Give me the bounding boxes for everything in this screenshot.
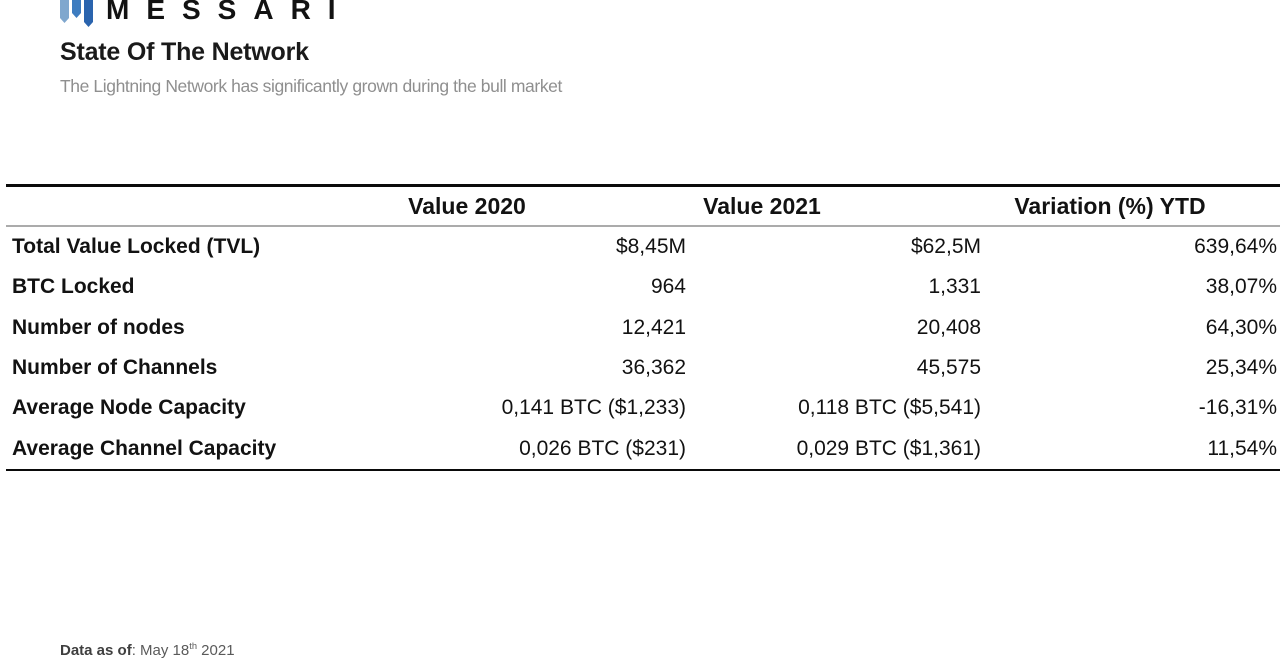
data-as-of-date: : May 18	[131, 642, 190, 659]
table-row: BTC Locked 964 1,331 38,07%	[6, 267, 1280, 307]
cell-value-2020: 36,362	[621, 356, 686, 380]
row-label: Number of Channels	[12, 356, 218, 380]
page-subtitle: The Lightning Network has significantly …	[60, 76, 562, 96]
data-as-of-year: 2021	[197, 642, 235, 659]
cell-value-2020: 0,026 BTC ($231)	[519, 436, 686, 460]
table-row: Average Node Capacity 0,141 BTC ($1,233)…	[6, 388, 1280, 428]
logo-bar-right	[84, 0, 93, 27]
column-header-value-2021: Value 2021	[703, 193, 821, 219]
row-label: Total Value Locked (TVL)	[12, 235, 261, 259]
table-row: Number of Channels 36,362 45,575 25,34%	[6, 348, 1280, 388]
row-label: Number of nodes	[12, 315, 185, 339]
cell-value-2020: 964	[650, 275, 686, 299]
cell-value-2021: 0,029 BTC ($1,361)	[796, 436, 981, 460]
table-body: Total Value Locked (TVL) $8,45M $62,5M 6…	[6, 227, 1280, 469]
logo-bar-left	[60, 0, 69, 23]
row-label: Average Node Capacity	[12, 396, 246, 420]
logo-bar-middle	[72, 0, 81, 18]
column-header-variation-ytd: Variation (%) YTD	[1014, 193, 1206, 219]
cell-variation-ytd: -16,31%	[1198, 396, 1277, 420]
cell-value-2020: 0,141 BTC ($1,233)	[501, 396, 686, 420]
row-label: Average Channel Capacity	[12, 436, 277, 460]
messari-wordmark: MESSARI	[106, 0, 353, 25]
data-as-of-note: Data as of: May 18th 2021	[60, 641, 235, 659]
cell-variation-ytd: 64,30%	[1205, 315, 1277, 339]
cell-value-2021: 0,118 BTC ($5,541)	[798, 396, 981, 420]
cell-variation-ytd: 11,54%	[1207, 436, 1277, 460]
cell-value-2021: 45,575	[916, 356, 981, 380]
data-as-of-label: Data as of	[60, 642, 132, 659]
row-label: BTC Locked	[12, 275, 135, 299]
table-row: Total Value Locked (TVL) $8,45M $62,5M 6…	[6, 227, 1280, 267]
cell-value-2021: 1,331	[928, 275, 981, 299]
cell-variation-ytd: 639,64%	[1194, 235, 1277, 259]
cell-value-2020: 12,421	[621, 315, 686, 339]
cell-variation-ytd: 25,34%	[1205, 356, 1277, 380]
column-header-value-2020: Value 2020	[408, 193, 526, 219]
table-header-row: Value 2020 Value 2021 Variation (%) YTD	[6, 187, 1280, 227]
table-row: Number of nodes 12,421 20,408 64,30%	[6, 308, 1280, 348]
cell-variation-ytd: 38,07%	[1205, 275, 1277, 299]
cell-value-2020: $8,45M	[615, 235, 686, 259]
date-ordinal-superscript: th	[189, 641, 197, 651]
messari-logo-icon	[60, 0, 93, 27]
page-title: State Of The Network	[60, 38, 309, 66]
metrics-table: Value 2020 Value 2021 Variation (%) YTD …	[6, 184, 1280, 471]
cell-value-2021: 20,408	[916, 315, 981, 339]
cell-value-2021: $62,5M	[910, 235, 981, 259]
table-row: Average Channel Capacity 0,026 BTC ($231…	[6, 429, 1280, 469]
